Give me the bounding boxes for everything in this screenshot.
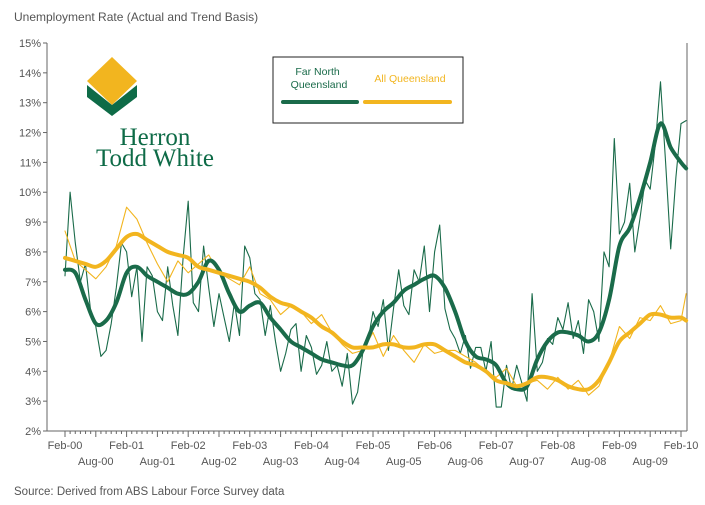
x-tick-labels: Feb-00 Feb-01 Feb-02 Feb-03 Feb-04 Feb-05 Feb-…: [48, 440, 699, 468]
x-tick-label-lower: Aug-09: [632, 456, 667, 468]
y-ticks: 2% 3% 4% 5% 6% 7% 8% 9% 10% 11% 12% 13% 14% 15%: [19, 38, 47, 438]
x-tick-label-lower: Aug-04: [324, 456, 359, 468]
x-tick-label-lower: Aug-07: [509, 456, 544, 468]
far-north-queensland-trend-line: [63, 121, 689, 392]
x-tick-label-lower: Aug-05: [386, 456, 421, 468]
logo-line-2: Todd White: [96, 145, 214, 172]
legend-box: [272, 56, 464, 124]
x-tick-label-upper: Feb-02: [171, 440, 206, 452]
x-tick-label-lower: Aug-08: [571, 456, 606, 468]
x-tick-label-upper: Feb-03: [232, 440, 267, 452]
legend-label-fnq: Far North Queensland: [291, 66, 348, 91]
x-tick-label-lower: Aug-00: [78, 456, 113, 468]
x-tick-label-lower: Aug-01: [140, 456, 175, 468]
logo-chevron-icon: [87, 85, 137, 116]
logo-diamond-icon: [87, 57, 137, 105]
legend-label-fnq-line-1: Far North: [295, 66, 340, 78]
y-tick-label: 13%: [19, 98, 41, 110]
logo-line-1: Herron: [120, 124, 191, 151]
y-tick-label: 11%: [20, 157, 41, 169]
y-tick-label: 7%: [25, 277, 41, 289]
x-tick-label-upper: Feb-06: [417, 440, 452, 452]
y-tick-label: 9%: [25, 217, 41, 229]
legend-label-fnq-line-2: Queensland: [291, 79, 348, 91]
x-tick-label-upper: Feb-09: [602, 440, 637, 452]
x-tick-label-lower: Aug-03: [263, 456, 298, 468]
x-tick-label-upper: Feb-10: [664, 440, 699, 452]
y-tick-label: 12%: [19, 128, 41, 140]
y-tick-label: 6%: [25, 307, 41, 319]
chart-title: Unemployment Rate (Actual and Trend Basi…: [14, 10, 259, 24]
y-tick-label: 5%: [25, 336, 41, 348]
x-minor-ticks: [64, 431, 682, 437]
all-queensland-actual-line: [64, 206, 687, 396]
y-tick-label: 2%: [25, 426, 41, 438]
y-tick-label: 14%: [19, 68, 41, 80]
y-tick-label: 15%: [19, 38, 41, 50]
x-tick-label-upper: Feb-01: [109, 440, 144, 452]
legend: Far North Queensland All Queensland: [272, 56, 464, 124]
x-tick-label-lower: Aug-06: [448, 456, 483, 468]
x-tick-label-upper: Feb-00: [48, 440, 83, 452]
source-note: Source: Derived from ABS Labour Force Su…: [14, 486, 285, 498]
x-tick-label-lower: Aug-02: [201, 456, 236, 468]
x-tick-label-upper: Feb-07: [479, 440, 514, 452]
legend-label-qld: All Queensland: [374, 73, 445, 85]
y-tick-label: 4%: [25, 366, 41, 378]
herron-todd-white-logo: Herron Todd White: [87, 57, 214, 172]
all-queensland-trend-line: [63, 231, 689, 392]
y-tick-label: 3%: [25, 396, 41, 408]
x-tick-label-upper: Feb-08: [540, 440, 575, 452]
x-tick-label-upper: Feb-05: [356, 440, 391, 452]
series-group: [63, 81, 689, 408]
y-tick-label: 10%: [19, 187, 41, 199]
y-tick-label: 8%: [25, 247, 41, 259]
x-tick-label-upper: Feb-04: [294, 440, 329, 452]
